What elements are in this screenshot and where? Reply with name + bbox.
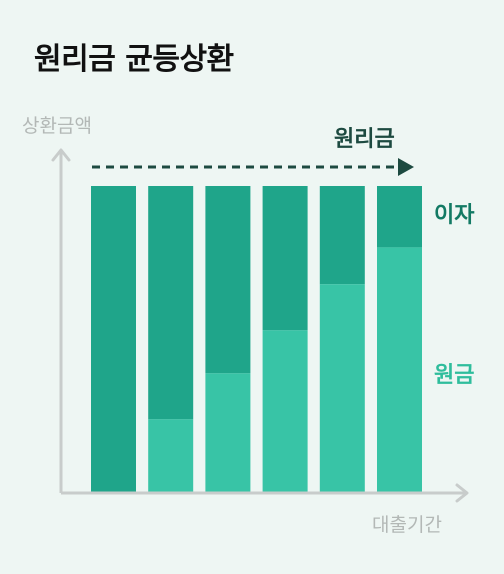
total-label: 원리금 — [334, 127, 395, 152]
bar-interest-2 — [148, 186, 194, 420]
bar-interest-1 — [91, 186, 136, 493]
bar-principal-6 — [377, 247, 422, 493]
bar-principal-5 — [319, 284, 365, 493]
legend-interest-label: 이자 — [434, 203, 475, 228]
bar-principal-3 — [205, 373, 251, 493]
bar-interest-3 — [205, 186, 251, 374]
x-axis-arrowhead — [455, 483, 469, 503]
y-axis-arrowhead — [51, 148, 71, 162]
bar-interest-5 — [319, 186, 365, 285]
axes — [51, 148, 469, 503]
y-axis-label: 상환금액 — [22, 115, 92, 137]
total-arrowhead — [398, 158, 414, 176]
bar-principal-4 — [262, 330, 308, 493]
x-axis-label: 대출기간 — [372, 514, 442, 536]
legend-principal-label: 원금 — [434, 363, 474, 388]
chart-title: 원리금 균등상환 — [34, 42, 234, 77]
bar-interest-6 — [377, 186, 422, 248]
bar-interest-4 — [262, 186, 308, 331]
bar-principal-2 — [148, 419, 194, 493]
bars-group — [91, 186, 422, 493]
